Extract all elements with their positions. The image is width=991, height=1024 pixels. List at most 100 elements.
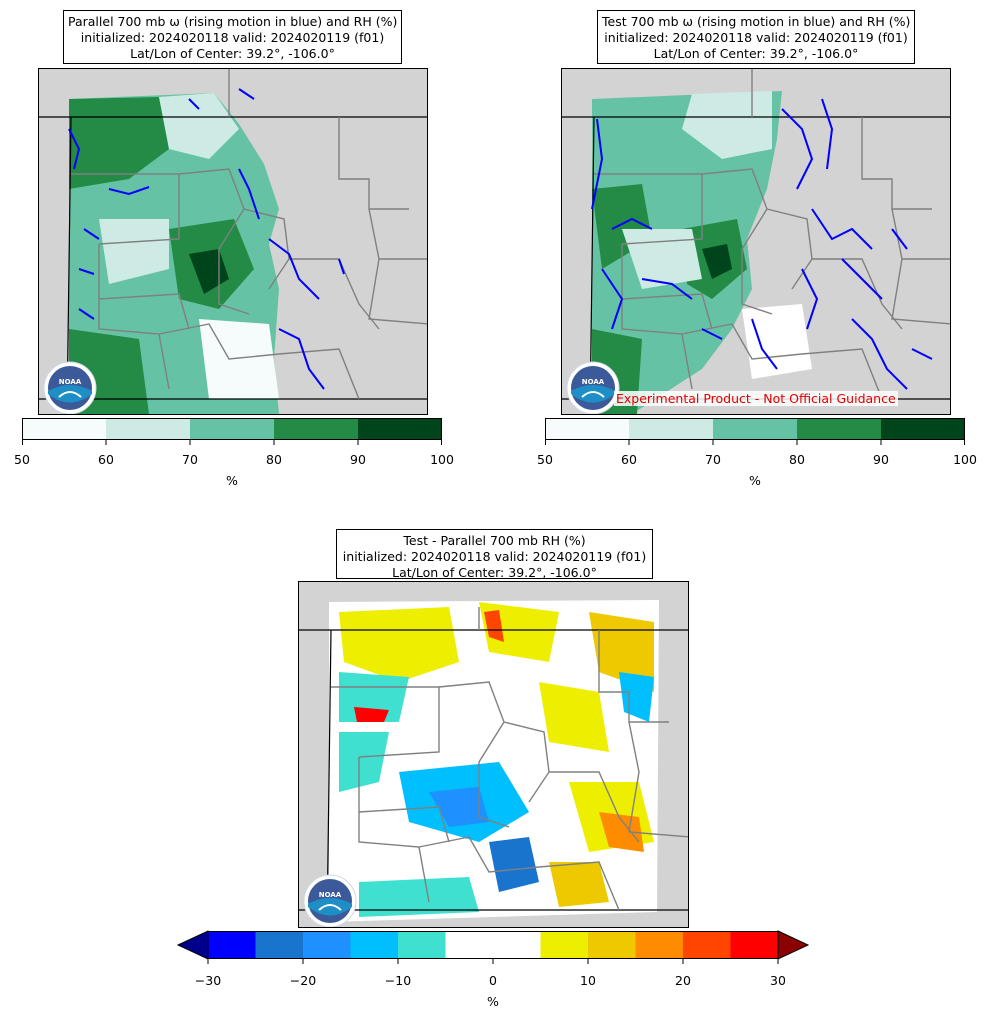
diff-tick-label: −10 bbox=[384, 973, 412, 988]
panel3-title-line1: Test - Parallel 700 mb RH (%) bbox=[403, 533, 586, 548]
rh-colorbar-segment bbox=[358, 418, 442, 440]
diff-tick-label: 30 bbox=[770, 973, 786, 988]
rh-tick-label: 70 bbox=[182, 452, 198, 467]
rh-colorbar-segment bbox=[629, 418, 713, 440]
rh-unit-label: % bbox=[226, 473, 238, 488]
diff-colorbar-segment bbox=[683, 931, 731, 959]
diff-colorbar-segment bbox=[350, 931, 399, 959]
diff-colorbar-svg bbox=[176, 930, 810, 964]
rh-min-patch bbox=[199, 319, 279, 399]
diff-tick-label: 20 bbox=[675, 973, 691, 988]
rh-low-patch bbox=[682, 91, 772, 159]
diff-positive-patch bbox=[354, 707, 389, 722]
rh-tick-label: 100 bbox=[953, 452, 977, 467]
diff-negative-patch bbox=[339, 732, 389, 792]
rh-colorbar-segment bbox=[190, 418, 274, 440]
noaa-logo: NOAA bbox=[566, 361, 620, 414]
rh-tick-label: 50 bbox=[14, 452, 30, 467]
rh-tick-label: 80 bbox=[789, 452, 805, 467]
panel1-title: Parallel 700 mb ω (rising motion in blue… bbox=[63, 10, 402, 64]
rh-colorbar-segment bbox=[106, 418, 190, 440]
diff-positive-patch bbox=[599, 812, 644, 852]
rh-colorbar-outline bbox=[22, 418, 442, 440]
panel2-map-canvas bbox=[562, 69, 950, 414]
diff-negative-patch bbox=[359, 877, 479, 917]
rh-unit-label: % bbox=[749, 473, 761, 488]
rh-colorbar-outline bbox=[545, 418, 965, 440]
noaa-logo: NOAA bbox=[303, 874, 357, 927]
omega-contours bbox=[591, 98, 933, 390]
diff-positive-patch bbox=[549, 862, 609, 907]
rh-colorbar-segment bbox=[713, 418, 797, 440]
panel3-title: Test - Parallel 700 mb RH (%) initialize… bbox=[336, 529, 653, 580]
panel1-title-line2: initialized: 2024020118 valid: 202402011… bbox=[80, 30, 385, 45]
diff-positive-patch bbox=[484, 610, 504, 642]
rh-tick-label: 70 bbox=[705, 452, 721, 467]
diff-positive-patch bbox=[539, 682, 609, 752]
diff-colorbar-outline bbox=[207, 931, 779, 959]
diff-colorbar-segment bbox=[445, 931, 494, 959]
diff-colorbar-under-arrow bbox=[176, 930, 209, 960]
panel2-map: NOAA Experimental Product - Not Official… bbox=[561, 68, 951, 415]
panel3-map-canvas bbox=[299, 600, 688, 927]
panel1-title-line1: Parallel 700 mb ω (rising motion in blue… bbox=[68, 14, 398, 29]
diff-tick-label: −20 bbox=[289, 973, 317, 988]
rh-tick-label: 80 bbox=[266, 452, 282, 467]
rh-low-patch bbox=[99, 219, 169, 284]
diff-colorbar-segment bbox=[303, 931, 351, 959]
diff-colorbar-segment bbox=[588, 931, 636, 959]
diff-colorbar-segment bbox=[493, 931, 541, 959]
rh-tick-label: 50 bbox=[537, 452, 553, 467]
rh-none-patch bbox=[742, 304, 812, 379]
panel3-colorbar: −30 −20 −10 0 10 20 30 % bbox=[176, 930, 810, 1011]
diff-negative-patch bbox=[619, 672, 654, 722]
rh-tick-label: 90 bbox=[873, 452, 889, 467]
diff-positive-patch bbox=[589, 612, 654, 692]
rh-colorbar-segment bbox=[881, 418, 965, 440]
experimental-product-label: Experimental Product - Not Official Guid… bbox=[614, 391, 898, 406]
county-lines bbox=[331, 607, 688, 911]
panel3-map: NOAA bbox=[298, 581, 689, 928]
noaa-logo-text: NOAA bbox=[59, 378, 82, 386]
noaa-logo: NOAA bbox=[43, 361, 97, 414]
rh-low-patch bbox=[622, 229, 702, 289]
rh-colorbar-svg bbox=[22, 418, 442, 445]
rh-colorbar-segment bbox=[797, 418, 881, 440]
diff-colorbar-segment bbox=[398, 931, 446, 959]
county-lines bbox=[594, 69, 950, 400]
panel3-title-line3: Lat/Lon of Center: 39.2°, -106.0° bbox=[392, 565, 597, 580]
diff-unit-label: % bbox=[487, 994, 499, 1009]
rh-colorbar-segment bbox=[274, 418, 358, 440]
panel2-title-line1: Test 700 mb ω (rising motion in blue) an… bbox=[602, 14, 911, 29]
panel1-colorbar: 50 60 70 80 90 100 % bbox=[14, 418, 454, 490]
diff-tick-label: 0 bbox=[489, 973, 497, 988]
diff-colorbar-segment bbox=[540, 931, 589, 959]
diff-negative-patch bbox=[489, 837, 539, 892]
diff-negative-patch bbox=[429, 787, 489, 827]
rh-high-patch bbox=[69, 97, 169, 189]
diff-tick-label: 10 bbox=[580, 973, 596, 988]
rh-tick-label: 90 bbox=[350, 452, 366, 467]
diff-positive-patch bbox=[339, 607, 459, 682]
diff-fill bbox=[329, 600, 659, 922]
diff-colorbar-segment bbox=[255, 931, 304, 959]
panel1-title-line3: Lat/Lon of Center: 39.2°, -106.0° bbox=[130, 46, 335, 61]
rh-tick-label: 60 bbox=[621, 452, 637, 467]
diff-colorbar-over-arrow bbox=[777, 930, 810, 960]
rh-colorbar-segment bbox=[545, 418, 629, 440]
noaa-logo-text: NOAA bbox=[582, 378, 605, 386]
panel1-map: NOAA bbox=[38, 68, 428, 415]
panel1-map-canvas bbox=[39, 69, 427, 414]
diff-tick-label: −30 bbox=[194, 973, 222, 988]
panel2-title-line2: initialized: 2024020118 valid: 202402011… bbox=[604, 30, 908, 45]
rh-colorbar-segment bbox=[22, 418, 106, 440]
rh-tick-label: 100 bbox=[430, 452, 454, 467]
panel2-title: Test 700 mb ω (rising motion in blue) an… bbox=[597, 10, 915, 64]
noaa-logo-text: NOAA bbox=[319, 891, 342, 899]
rh-colorbar-svg bbox=[545, 418, 965, 445]
panel2-colorbar: 50 60 70 80 90 100 % bbox=[537, 418, 977, 490]
diff-colorbar-segment bbox=[208, 931, 256, 959]
diff-colorbar-segment bbox=[635, 931, 684, 959]
rh-max-patch bbox=[702, 244, 732, 279]
rh-low-patch bbox=[159, 93, 239, 159]
